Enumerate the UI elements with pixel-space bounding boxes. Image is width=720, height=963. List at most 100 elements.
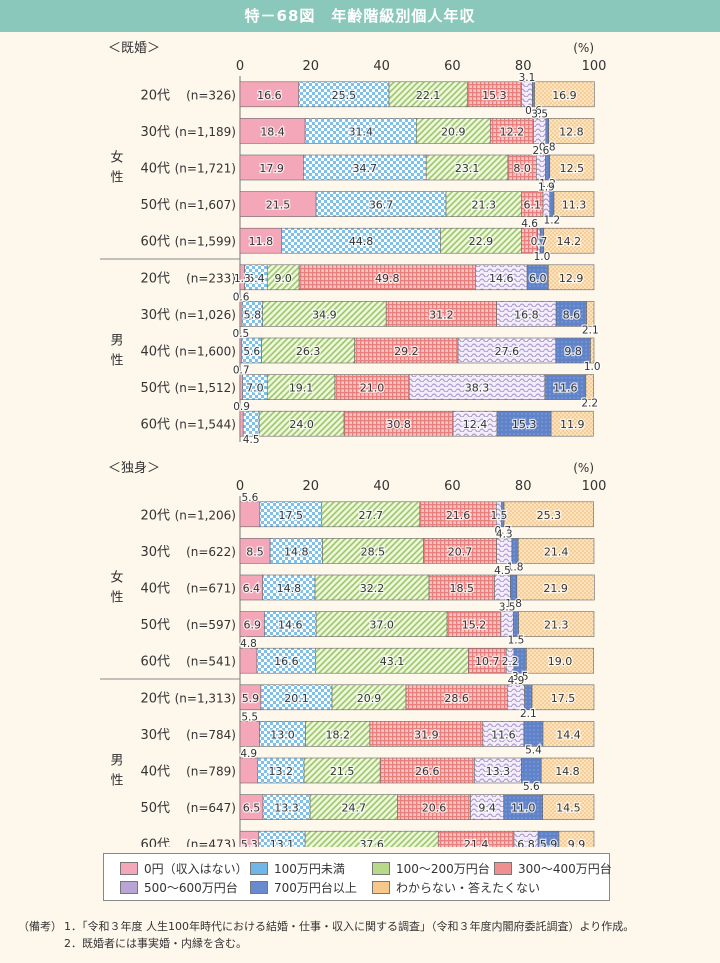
data-label: 19.0 — [548, 655, 573, 668]
data-label: 1.2 — [539, 178, 556, 190]
bar-segment — [239, 757, 258, 784]
data-label: 1.5 — [508, 635, 525, 647]
bar-segment — [315, 647, 469, 674]
bar-segment — [256, 647, 317, 674]
x-tick-label: 0 — [236, 59, 244, 74]
data-label: 20.9 — [441, 125, 466, 138]
unit-label: (%) — [573, 461, 594, 475]
group-label: 男 — [110, 754, 123, 769]
row-n-label: (n=541) — [186, 655, 236, 669]
legend: 0円（収入はない） 100万円未満 100～200万円台 300～400万円台 500～… — [103, 853, 612, 901]
row-n-label: (n=233) — [186, 271, 236, 285]
data-label: 9.9 — [568, 838, 586, 847]
data-label: 2.2 — [502, 656, 519, 668]
data-label: 5.3 — [241, 839, 258, 847]
bar-segment — [239, 374, 243, 400]
row-n-label: (n=1,599) — [175, 235, 236, 249]
bar-segment — [496, 538, 513, 564]
data-label: 21.6 — [446, 509, 471, 522]
data-label: 34.7 — [353, 162, 378, 175]
bar-segment — [543, 227, 595, 254]
data-label: 1.2 — [544, 215, 561, 227]
group-label: 女 — [110, 150, 123, 166]
legend-swatch — [250, 862, 268, 875]
data-label: 21.3 — [544, 619, 569, 632]
data-label: 34.9 — [312, 308, 337, 321]
bar-segment — [531, 684, 595, 711]
data-label: 0.8 — [539, 141, 556, 153]
data-label: 14.5 — [556, 802, 581, 815]
bar-segment — [521, 757, 542, 784]
unit-label: (%) — [573, 41, 594, 55]
row-n-label: (n=1,189) — [175, 125, 236, 139]
bar-segment — [500, 611, 514, 637]
legend-label: 100～200万円台 — [396, 862, 490, 876]
data-label: 15.3 — [512, 418, 537, 431]
bar-segment — [379, 757, 475, 784]
data-label: 0.5 — [233, 328, 250, 340]
bar-segment — [445, 191, 522, 217]
x-tick-label: 80 — [515, 479, 532, 494]
data-label: 31.9 — [414, 728, 439, 741]
bar-segment — [482, 721, 525, 747]
data-label: 21.5 — [266, 199, 291, 212]
legend-item: 0円（収入はない） — [120, 862, 248, 876]
notes: （備考） 1．「令和３年度 人生100年時代における結婚・仕事・収入に関する調査」… — [18, 918, 634, 952]
bar-segment — [239, 81, 300, 108]
data-label: 3.5 — [499, 602, 516, 614]
data-label: 9.0 — [274, 272, 292, 285]
data-label: 21.3 — [471, 199, 496, 212]
row-age-label: 20代 — [140, 271, 170, 286]
data-label: 14.2 — [557, 235, 582, 248]
data-label: 9.4 — [478, 802, 496, 815]
row-n-label: (n=1,026) — [175, 308, 236, 322]
data-label: 12.4 — [463, 418, 488, 431]
data-label: 16.8 — [514, 308, 539, 321]
data-label: 12.8 — [559, 125, 584, 138]
data-label: 21.0 — [360, 382, 385, 395]
bar-segment — [239, 118, 306, 144]
row-n-label: (n=1,607) — [175, 198, 236, 212]
data-label: 36.7 — [369, 199, 394, 212]
legend-swatch — [372, 862, 390, 875]
bar-segment — [555, 337, 591, 364]
data-label: 1.8 — [505, 598, 522, 610]
bar-segment — [511, 538, 519, 564]
bar-segment — [369, 721, 484, 747]
bar-segment — [322, 538, 424, 564]
data-label: 1.9 — [538, 182, 555, 194]
bar-segment — [239, 227, 283, 254]
x-tick-label: 40 — [373, 59, 390, 74]
group-label: 性 — [110, 774, 123, 789]
data-label: 22.1 — [416, 89, 441, 102]
data-label: 2.1 — [582, 324, 599, 336]
data-label: 0.9 — [233, 401, 250, 413]
data-label: 14.8 — [284, 545, 309, 558]
data-label: 5.9 — [540, 838, 558, 847]
data-label: 2.6 — [533, 145, 550, 157]
row-n-label: (n=1,206) — [175, 508, 236, 522]
row-age-label: 30代 — [140, 308, 170, 323]
data-label: 0.7 — [233, 365, 250, 377]
bar-segment — [428, 574, 495, 601]
bar-segment — [405, 684, 508, 711]
data-label: 18.4 — [260, 125, 285, 138]
data-label: 31.2 — [429, 308, 454, 321]
x-tick-label: 60 — [444, 479, 461, 494]
data-label: 8.0 — [513, 162, 531, 175]
bar-segment — [408, 374, 546, 400]
bar-segment — [540, 757, 594, 784]
data-label: 7.0 — [246, 382, 264, 395]
data-label: 1.5 — [491, 510, 508, 522]
bar-segment — [542, 191, 551, 217]
row-n-label: (n=326) — [186, 88, 236, 102]
row-age-label: 20代 — [140, 691, 170, 706]
row-n-label: (n=789) — [186, 765, 236, 779]
data-label: 13.3 — [486, 765, 511, 778]
bar-segment — [423, 538, 497, 564]
bar-segment — [506, 684, 525, 711]
data-label: 21.4 — [464, 838, 489, 847]
note-line-2: 2．既婚者には事実婚・内縁を含む。 — [64, 937, 247, 950]
bar-segment — [239, 410, 244, 437]
data-label: 17.5 — [279, 509, 304, 522]
